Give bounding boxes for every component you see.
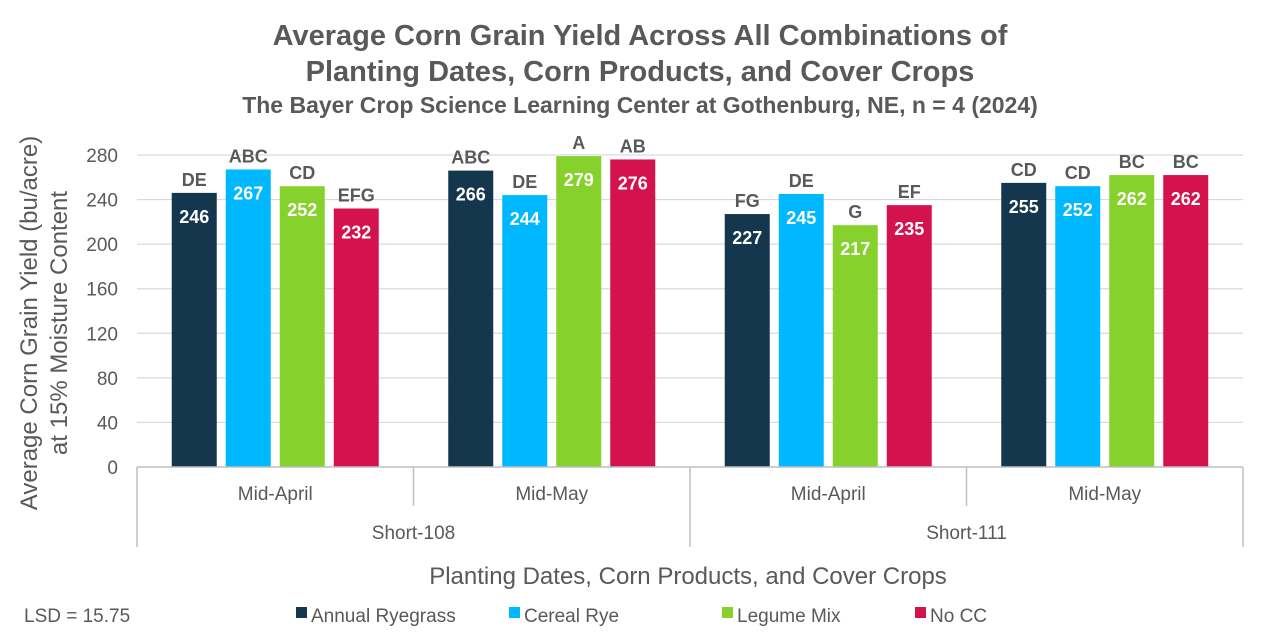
data-label: 244 <box>510 209 540 229</box>
y-tick-label: 0 <box>107 458 118 479</box>
data-label: 246 <box>179 207 209 227</box>
bar <box>724 214 770 467</box>
lsd-footnote: LSD = 15.75 <box>24 606 130 627</box>
legend-swatch <box>296 607 307 618</box>
data-label: 227 <box>732 228 762 248</box>
significance-label: ABC <box>229 146 268 166</box>
data-label: 217 <box>840 239 870 259</box>
data-label: 245 <box>786 208 816 228</box>
significance-label: CD <box>1065 163 1091 183</box>
legend-label: Legume Mix <box>737 606 841 627</box>
chart-subtitle: The Bayer Crop Science Learning Center a… <box>242 92 1038 118</box>
significance-label: ABC <box>451 148 490 168</box>
y-axis-ticks: 0 40 80 120 160 200 240 280 <box>86 146 118 479</box>
y-tick-label: 120 <box>86 324 118 345</box>
x-group-label: Short-108 <box>372 523 455 544</box>
y-tick-label: 200 <box>86 235 118 256</box>
data-label: 262 <box>1117 189 1147 209</box>
bar <box>610 159 656 467</box>
significance-label: G <box>848 202 862 222</box>
chart-title-line2: Planting Dates, Corn Products, and Cover… <box>306 56 975 88</box>
x-tick-label: Mid-April <box>238 484 313 505</box>
significance-label: BC <box>1173 152 1199 172</box>
significance-label: CD <box>1011 160 1037 180</box>
bar <box>832 225 878 467</box>
x-tick-label: Mid-May <box>1068 484 1141 505</box>
significance-label: DE <box>182 170 207 190</box>
bar <box>1109 175 1155 468</box>
chart-title: Average Corn Grain Yield Across All Comb… <box>273 20 1008 52</box>
bar <box>333 208 379 467</box>
data-label: 252 <box>1063 200 1093 220</box>
y-axis-title-line2: at 15% Moisture Content <box>46 191 73 455</box>
y-axis-title-line1: Average Corn Grain Yield (bu/acre) <box>16 136 43 510</box>
legend: Annual Ryegrass Cereal Rye Legume Mix No CC <box>296 606 987 627</box>
data-label: 262 <box>1171 189 1201 209</box>
legend-swatch <box>915 607 926 618</box>
data-label: 276 <box>618 173 648 193</box>
data-label: 232 <box>341 222 371 242</box>
data-label: 255 <box>1009 197 1039 217</box>
legend-label: No CC <box>930 606 987 627</box>
legend-swatch <box>509 607 520 618</box>
y-tick-label: 160 <box>86 280 118 301</box>
x-tick-label: Mid-May <box>515 484 588 505</box>
bar <box>1055 186 1101 467</box>
data-label: 252 <box>287 200 317 220</box>
x-tick-label: Mid-April <box>791 484 866 505</box>
significance-label: DE <box>512 172 537 192</box>
legend-swatch <box>722 607 733 618</box>
bar <box>279 186 325 467</box>
legend-label: Cereal Rye <box>524 606 619 627</box>
significance-label: AB <box>620 136 646 156</box>
significance-label: A <box>572 133 585 153</box>
significance-label: EF <box>898 182 921 202</box>
data-label: 267 <box>233 183 263 203</box>
y-tick-label: 40 <box>97 413 118 434</box>
bar <box>502 195 548 467</box>
data-label: 279 <box>564 170 594 190</box>
significance-label: CD <box>289 163 315 183</box>
bar <box>225 169 271 467</box>
legend-label: Annual Ryegrass <box>311 606 456 627</box>
significance-label: DE <box>789 171 814 191</box>
x-axis-title: Planting Dates, Corn Products, and Cover… <box>429 563 947 590</box>
data-label: 266 <box>456 185 486 205</box>
significance-label: EFG <box>338 185 375 205</box>
significance-label: BC <box>1119 152 1145 172</box>
bar <box>1001 182 1047 467</box>
bar <box>556 156 602 467</box>
bar <box>886 205 932 467</box>
data-label: 235 <box>894 219 924 239</box>
y-tick-label: 80 <box>97 369 118 390</box>
bar <box>448 170 494 467</box>
y-tick-label: 240 <box>86 191 118 212</box>
x-group-label: Short-111 <box>926 523 1007 544</box>
y-tick-label: 280 <box>86 146 118 167</box>
bar <box>171 192 217 467</box>
bar <box>778 194 824 467</box>
significance-label: FG <box>735 191 760 211</box>
x-axis: Mid-April Mid-May Short-108 Mid-April Mid-Ma… <box>136 466 1244 547</box>
bar <box>1163 175 1209 468</box>
